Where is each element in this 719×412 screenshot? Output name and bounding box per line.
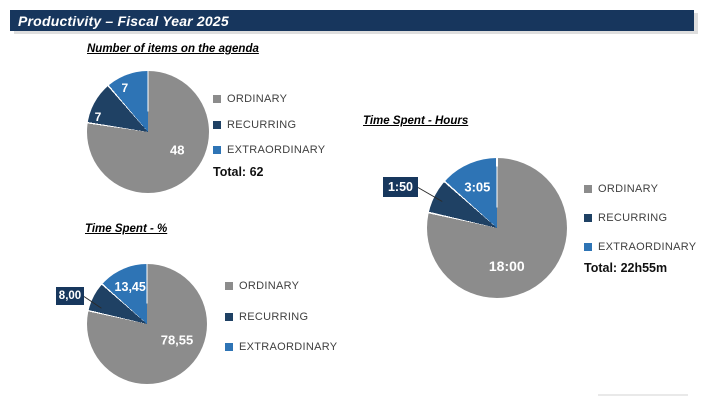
chart2-recurring-callout: 8,00 <box>56 287 84 305</box>
chart1-extraordinary-value: 7 <box>121 81 129 96</box>
legend-label: RECURRING <box>239 311 309 323</box>
extraordinary-swatch-icon <box>213 146 221 154</box>
chart2-pie: 78,55 13,45 <box>87 264 207 384</box>
chart3-legend-recurring: RECURRING <box>584 212 667 224</box>
chart3-legend-extraordinary: EXTRAORDINARY <box>584 241 696 253</box>
recurring-swatch-icon <box>213 121 221 129</box>
extraordinary-swatch-icon <box>584 243 592 251</box>
chart2-ordinary-value: 78,55 <box>160 332 194 348</box>
legend-label: RECURRING <box>227 119 297 131</box>
header-bar: Productivity – Fiscal Year 2025 <box>10 10 694 31</box>
recurring-swatch-icon <box>584 214 592 222</box>
chart1-recurring-value: 7 <box>94 110 102 125</box>
chart3-recurring-callout: 1:50 <box>383 177 418 197</box>
legend-label: ORDINARY <box>227 93 288 105</box>
chart3-total: Total: 22h55m <box>584 261 668 275</box>
chart3-pie: 18:00 3:05 <box>427 158 567 298</box>
chart3-title: Time Spent - Hours <box>363 115 469 127</box>
page-title: Productivity – Fiscal Year 2025 <box>18 12 229 29</box>
chart2-extraordinary-value: 13,45 <box>114 279 146 294</box>
chart2-legend-recurring: RECURRING <box>225 311 308 323</box>
chart2-legend-extraordinary: EXTRAORDINARY <box>225 341 337 353</box>
recurring-swatch-icon <box>225 313 233 321</box>
legend-label: EXTRAORDINARY <box>598 241 697 253</box>
chart1-ordinary-value: 48 <box>170 142 185 158</box>
chart1-title: Number of items on the agenda <box>87 43 259 55</box>
chart3-extraordinary-value: 3:05 <box>464 179 491 195</box>
ordinary-swatch-icon <box>584 185 592 193</box>
legend-label: ORDINARY <box>239 280 300 292</box>
extraordinary-swatch-icon <box>225 343 233 351</box>
legend-label: EXTRAORDINARY <box>239 341 338 353</box>
legend-label: RECURRING <box>598 212 668 224</box>
chart1-legend-ordinary: ORDINARY <box>213 93 287 105</box>
legend-label: EXTRAORDINARY <box>227 144 326 156</box>
chart1-legend-recurring: RECURRING <box>213 119 296 131</box>
bottom-divider-line <box>598 394 688 396</box>
chart3-ordinary-value: 18:00 <box>488 257 525 274</box>
chart1-legend-extraordinary: EXTRAORDINARY <box>213 144 325 156</box>
ordinary-swatch-icon <box>213 95 221 103</box>
chart2-title: Time Spent - % <box>85 223 168 235</box>
chart2-legend-ordinary: ORDINARY <box>225 280 299 292</box>
ordinary-swatch-icon <box>225 282 233 290</box>
chart1-total: Total: 62 <box>213 165 264 179</box>
chart1-pie: 48 7 7 <box>87 71 209 193</box>
legend-label: ORDINARY <box>598 183 659 195</box>
chart3-legend-ordinary: ORDINARY <box>584 183 658 195</box>
